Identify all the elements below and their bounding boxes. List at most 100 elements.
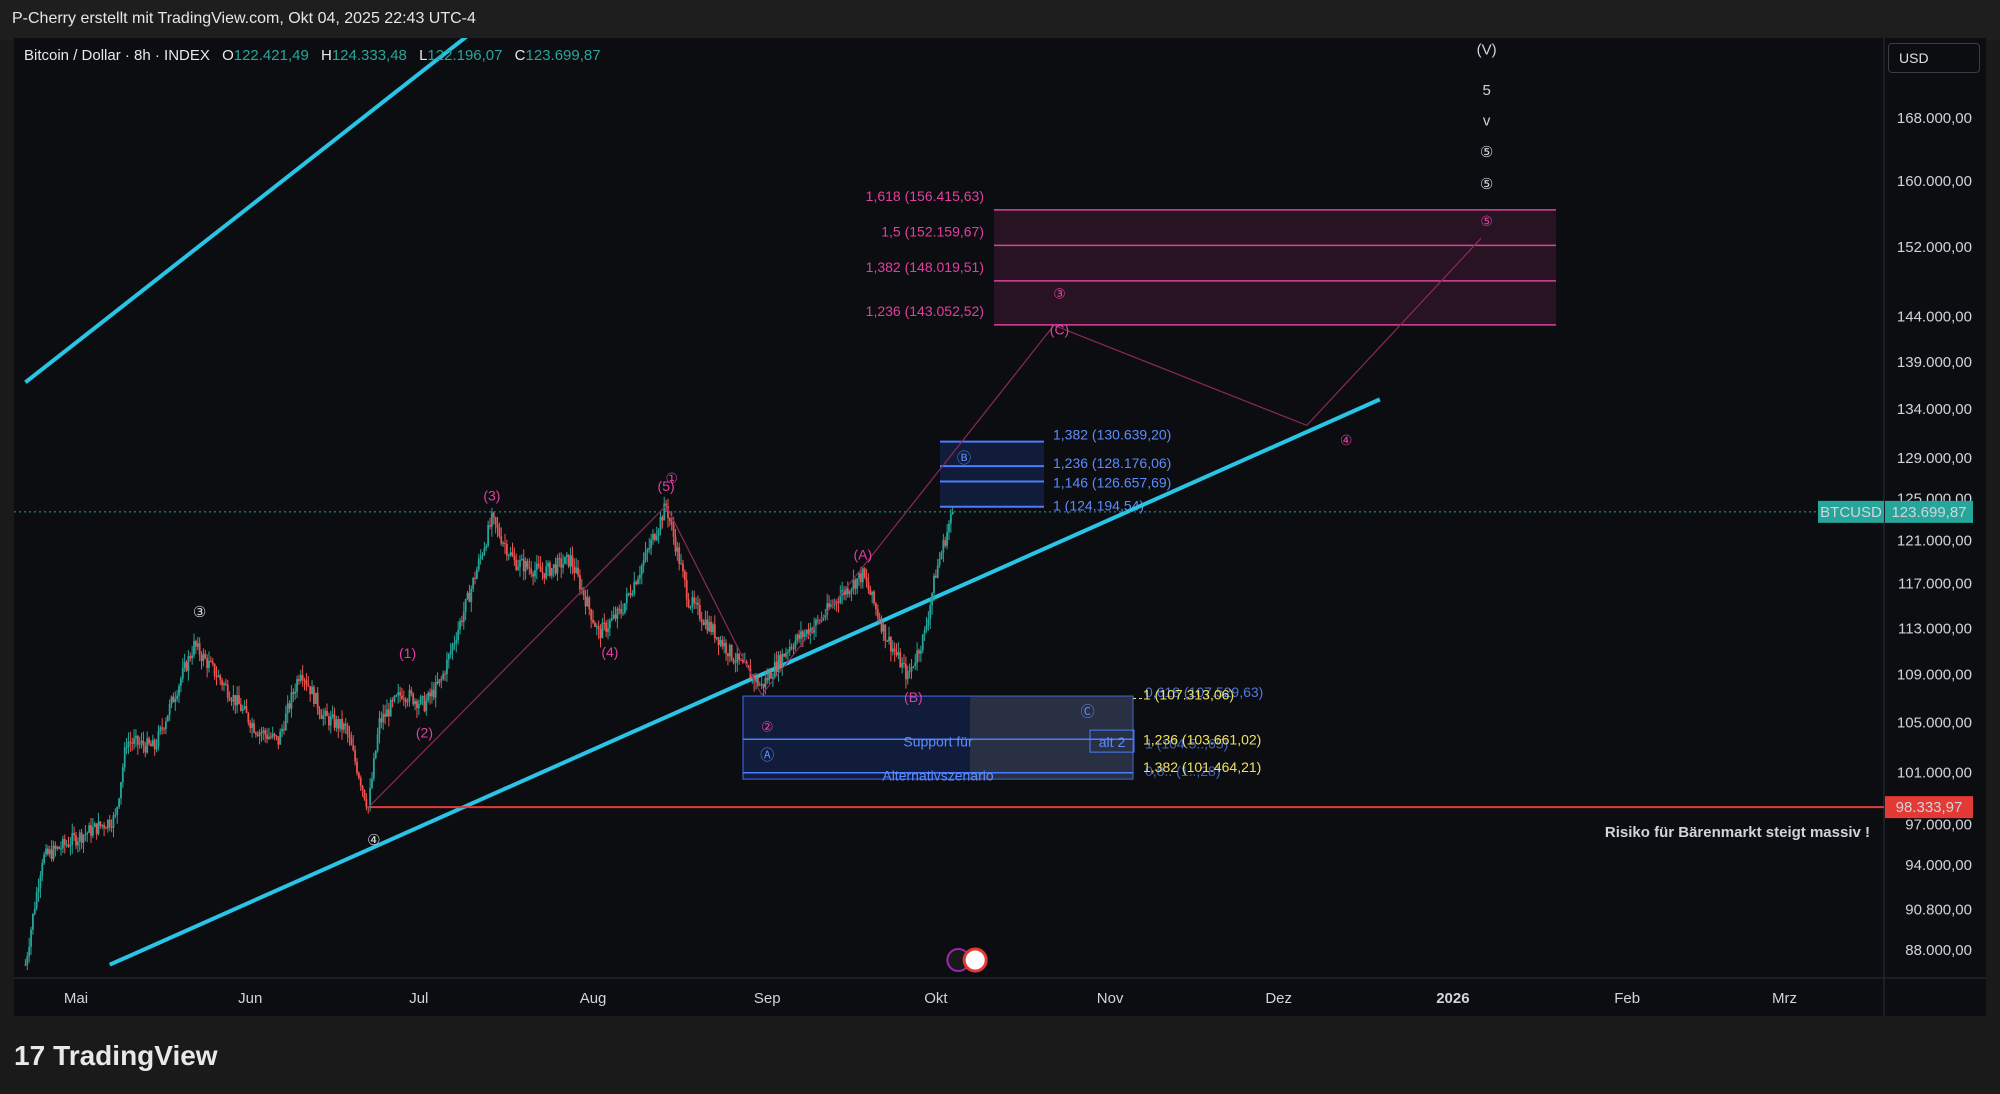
candle-body [910, 666, 913, 672]
candle-body [24, 964, 27, 966]
fib-level-label: 1,382 (148.019,51) [866, 259, 984, 275]
candle-body [640, 565, 643, 575]
candle-body [550, 568, 553, 576]
candle-body [532, 573, 534, 577]
candle-body [318, 708, 321, 715]
candle-body [479, 556, 482, 559]
candle-body [577, 567, 579, 576]
price-tick-label: 168.000,00 [1897, 110, 1972, 127]
upper-channel-line[interactable] [24, 0, 581, 384]
candle-body [356, 761, 358, 774]
candle-body [708, 621, 711, 631]
candle-body [337, 719, 340, 729]
candle-body [28, 946, 31, 957]
candle-body [453, 642, 456, 645]
candle-body [189, 656, 192, 659]
candle-body [33, 908, 36, 914]
event-us-flag-icon[interactable] [962, 947, 988, 973]
candle-body [760, 683, 763, 685]
candle-body [172, 696, 175, 703]
candle-body [391, 700, 394, 702]
fib-level-label: 1,146 (126.657,69) [1053, 474, 1171, 490]
candle-body [425, 700, 428, 712]
lower-channel-line[interactable] [108, 397, 1381, 967]
candle-body [652, 533, 654, 540]
candle-body [569, 555, 572, 567]
candle-body [771, 677, 774, 679]
price-tick-label: 139.000,00 [1897, 354, 1972, 371]
candle-body [298, 679, 300, 681]
candle-body [882, 624, 885, 632]
candle-body [455, 640, 458, 643]
candle-body [781, 653, 784, 667]
candle-body [783, 653, 786, 657]
candle-body [507, 555, 510, 557]
candle-body [880, 621, 883, 632]
candle-body [198, 643, 201, 656]
wave-label-p1: (1) [399, 645, 416, 661]
candle-body [32, 913, 34, 930]
candle-body [256, 734, 259, 736]
price-tick-label: 113.000,00 [1898, 620, 1972, 637]
candle-body [202, 653, 205, 661]
candle-body [672, 524, 675, 537]
candle-body [500, 536, 503, 544]
candle-body [698, 605, 701, 619]
candle-body [73, 833, 76, 836]
low-label: L [419, 47, 428, 64]
candle-body [82, 835, 85, 843]
candle-body [258, 732, 261, 736]
price-tick-label: 105.000,00 [1897, 715, 1972, 732]
candle-body [224, 683, 227, 685]
candle-body [903, 663, 905, 665]
fib-level-label: 1,5 (152.159,67) [881, 223, 984, 239]
candle-body [45, 848, 47, 855]
candle-body [605, 622, 608, 632]
fib-level-label: 1 (124.194,54) [1053, 498, 1144, 514]
fib-extension-zone [994, 209, 1556, 325]
candle-body [326, 710, 328, 717]
candle-body [215, 676, 218, 678]
candle-body [891, 648, 894, 652]
candle-body [266, 734, 268, 739]
candle-body [667, 505, 669, 519]
wave-label-white-5: ⑤ [1480, 176, 1493, 193]
candle-body [142, 740, 145, 746]
symbol-legend: Bitcoin / Dollar · 8h · INDEX O122.421,4… [24, 47, 601, 64]
currency-selector[interactable]: USD [1888, 43, 1980, 73]
candle-body [732, 659, 735, 663]
alt-label: alt 2 [1099, 734, 1126, 750]
candle-body [241, 708, 244, 711]
support-label: Support für [903, 733, 973, 749]
candle-body [756, 677, 759, 686]
candle-body [946, 532, 948, 546]
candle-body [136, 735, 139, 745]
candle-body [387, 709, 390, 717]
wave-path-line [367, 505, 667, 809]
candle-body [283, 728, 285, 731]
candle-body [786, 651, 789, 653]
candle-body [901, 663, 904, 668]
support-zone-box [742, 695, 1134, 780]
candle-body [48, 849, 51, 855]
candle-body [586, 597, 589, 607]
candle-body [685, 580, 688, 600]
candle-body [438, 679, 441, 684]
wave-label-B: Ⓑ [957, 450, 971, 466]
candle-body [904, 664, 907, 680]
candle-body [642, 560, 645, 566]
candle-body [468, 592, 471, 603]
candle-body [638, 574, 641, 579]
candle-body [168, 703, 171, 716]
candle-body [61, 838, 64, 849]
symbol-name[interactable]: Bitcoin / Dollar · 8h · INDEX [24, 47, 210, 64]
candle-body [747, 665, 750, 669]
candle-body [185, 662, 188, 671]
close-value: 123.699,87 [525, 47, 601, 64]
candle-body [200, 655, 203, 661]
candle-body [648, 547, 651, 550]
chart-pane[interactable] [14, 38, 1986, 1016]
candle-body [41, 863, 44, 876]
candle-body [116, 807, 119, 815]
